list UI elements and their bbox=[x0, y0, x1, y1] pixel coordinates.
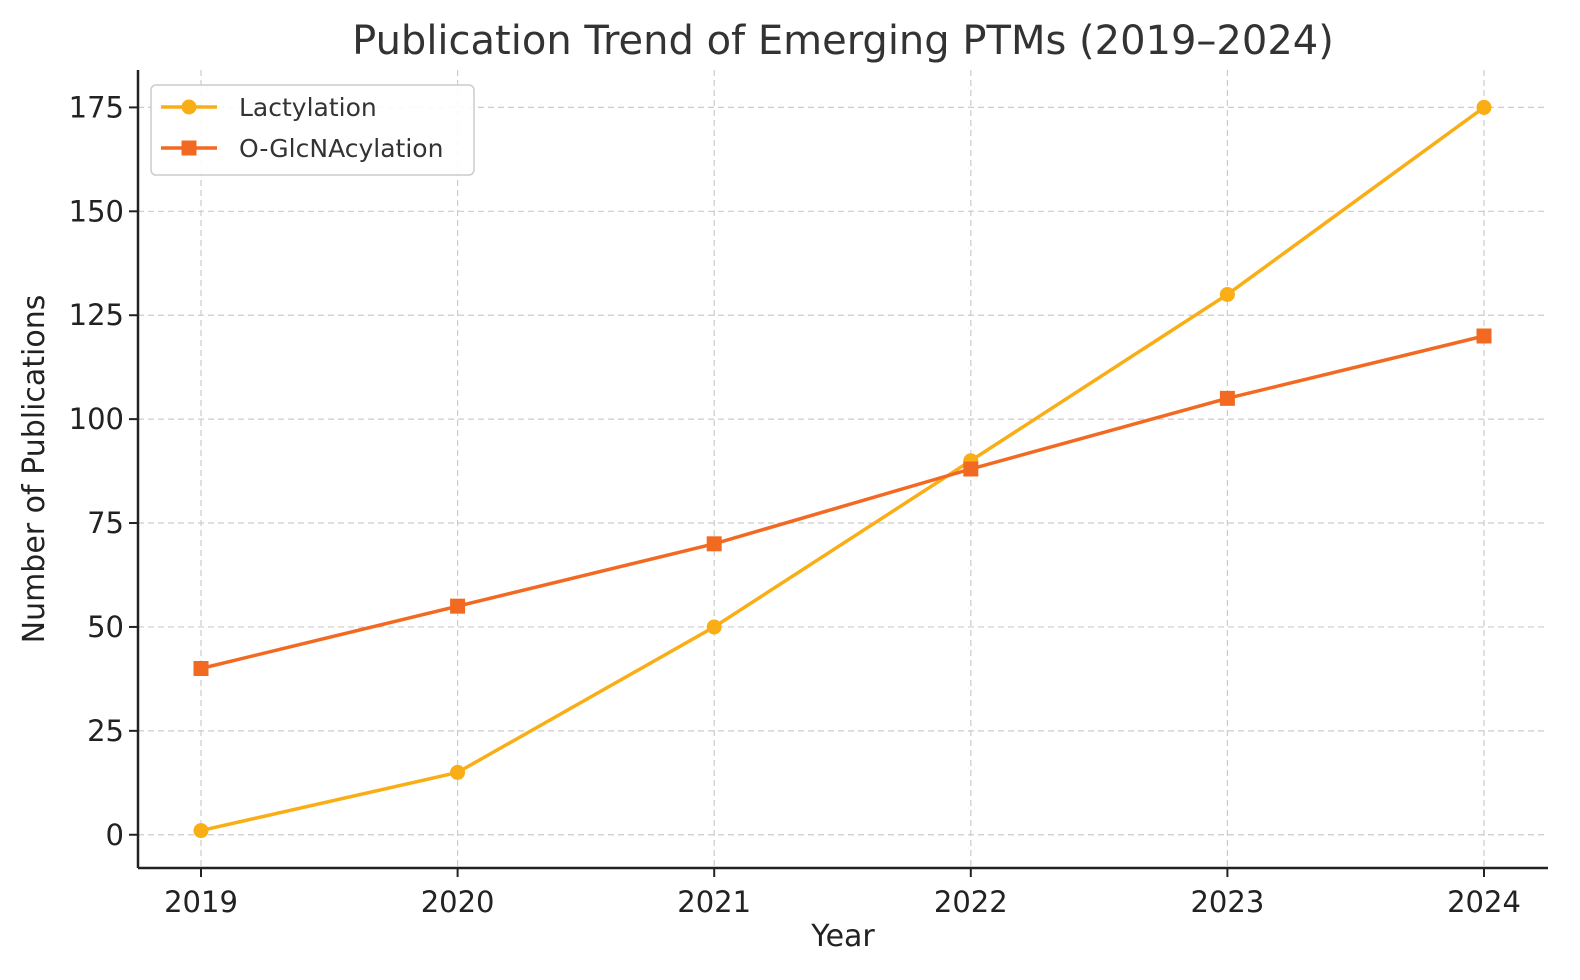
data-point bbox=[1219, 286, 1235, 302]
legend-label: O-GlcNAcylation bbox=[239, 134, 443, 163]
y-ticks: 0 25 50 75 100 125 150 175 bbox=[69, 90, 138, 852]
chart-title: Publication Trend of Emerging PTMs (2019… bbox=[352, 18, 1334, 64]
data-point bbox=[1476, 328, 1492, 344]
legend-item-o-glcnacylation: O-GlcNAcylation bbox=[161, 134, 443, 163]
axes bbox=[136, 70, 1548, 870]
y-tick-label: 150 bbox=[69, 194, 124, 228]
y-tick-label: 25 bbox=[87, 714, 124, 748]
x-tick-label: 2020 bbox=[421, 885, 495, 919]
data-point bbox=[1219, 390, 1235, 406]
legend: Lactylation O-GlcNAcylation bbox=[150, 84, 475, 176]
x-axis-label: Year bbox=[810, 919, 875, 954]
legend-label: Lactylation bbox=[239, 93, 377, 122]
y-tick-label: 175 bbox=[69, 90, 124, 124]
series-o-glcnacylation bbox=[193, 328, 1492, 676]
series bbox=[193, 99, 1492, 839]
data-point bbox=[450, 598, 466, 614]
grid bbox=[138, 70, 1548, 868]
data-point bbox=[193, 661, 209, 676]
data-point bbox=[450, 764, 466, 780]
series-line-o-glcnacylation bbox=[200, 334, 1485, 671]
y-tick-label: 0 bbox=[106, 818, 124, 852]
y-tick-label: 50 bbox=[87, 610, 124, 644]
y-tick-label: 75 bbox=[87, 506, 124, 540]
legend-box bbox=[150, 84, 475, 176]
x-tick-label: 2022 bbox=[934, 885, 1008, 919]
series-line-lactylation bbox=[200, 105, 1486, 833]
series-lactylation bbox=[193, 99, 1492, 839]
legend-items: Lactylation O-GlcNAcylation bbox=[161, 93, 443, 163]
legend-marker bbox=[181, 140, 197, 156]
x-ticks: 2019 2020 2021 2022 2023 2024 bbox=[164, 868, 1521, 919]
x-tick-label: 2021 bbox=[677, 885, 751, 919]
y-tick-label: 125 bbox=[69, 298, 124, 332]
legend-marker bbox=[181, 99, 197, 115]
y-tick-label: 100 bbox=[69, 402, 124, 436]
data-point bbox=[963, 461, 979, 477]
data-point bbox=[1476, 99, 1492, 115]
legend-item-lactylation: Lactylation bbox=[161, 93, 377, 122]
x-tick-label: 2019 bbox=[164, 885, 238, 919]
x-tick-label: 2023 bbox=[1190, 885, 1264, 919]
data-point bbox=[193, 823, 209, 839]
x-tick-label: 2024 bbox=[1447, 885, 1521, 919]
data-point bbox=[706, 619, 722, 635]
y-axis-label: Number of Publications bbox=[17, 295, 52, 644]
data-point bbox=[706, 536, 722, 552]
